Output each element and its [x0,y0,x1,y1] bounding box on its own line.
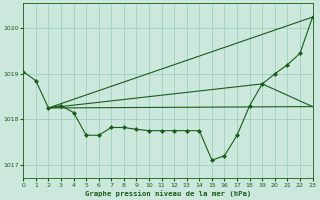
X-axis label: Graphe pression niveau de la mer (hPa): Graphe pression niveau de la mer (hPa) [85,190,251,197]
